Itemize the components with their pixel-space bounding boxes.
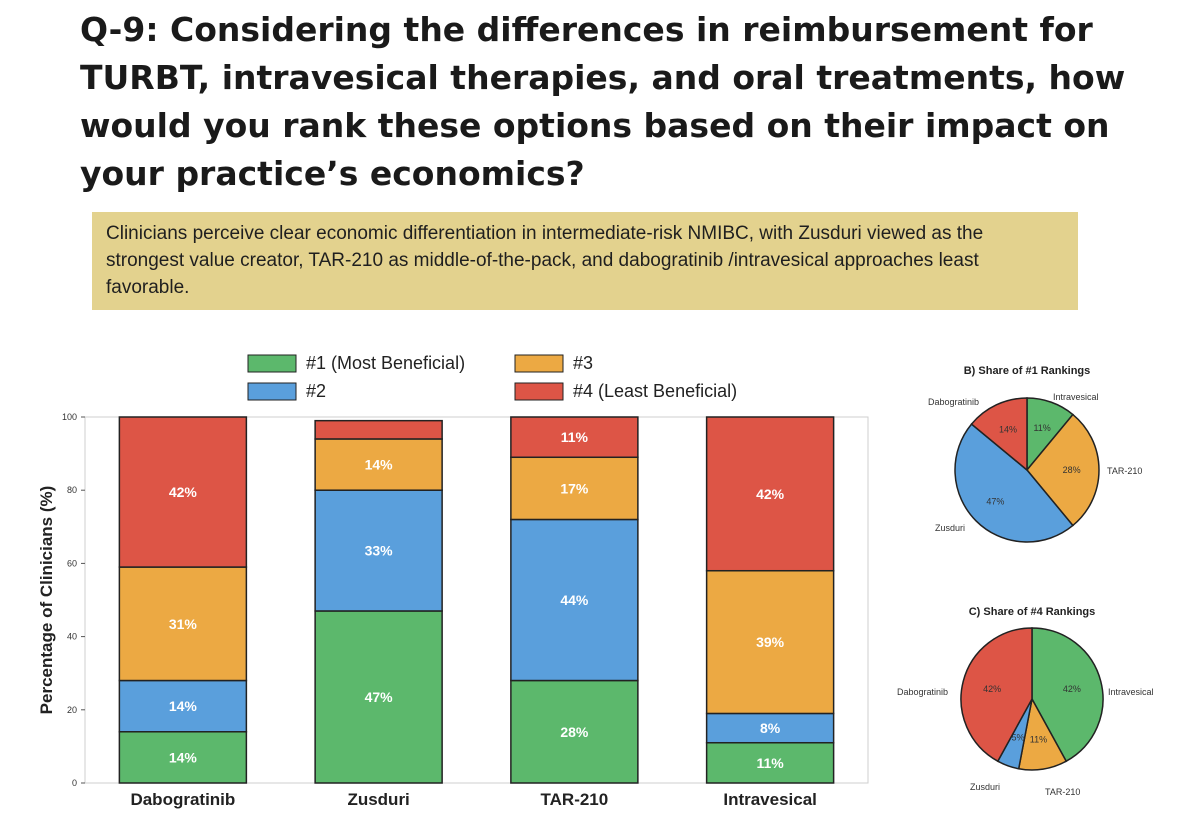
pie-b-pct-dabogratinib: 14% <box>999 425 1017 435</box>
y-tick-label-0: 0 <box>72 778 77 788</box>
pie-b-label-zusduri: Zusduri <box>935 523 965 533</box>
bar-tar-210-rank4 <box>510 416 639 459</box>
bar-label-dabogratinib-rank2: 14% <box>169 698 198 714</box>
bar-label-zusduri-rank1: 47% <box>365 689 394 705</box>
bar-label-intravesical-rank4: 42% <box>756 486 785 502</box>
pie-b-slice-zusduri <box>954 423 1074 543</box>
legend-swatch-4 <box>514 382 564 401</box>
bar-intravesical-rank3 <box>705 569 835 715</box>
legend-label-1: #1 (Most Beneficial) <box>306 353 465 373</box>
bar-label-tar-210-rank3: 17% <box>560 480 589 496</box>
y-axis-label: Percentage of Clinicians (%) <box>37 486 56 715</box>
y-tick-label-80: 80 <box>67 485 77 495</box>
question-title: Q-9: Considering the differences in reim… <box>80 10 1126 193</box>
bar-tar-210-rank1 <box>510 679 639 784</box>
pie-chart-rank1: B) Share of #1 Rankings 11% Intravesical 28… <box>928 365 1142 543</box>
pie-c-label-zusduri: Zusduri <box>970 782 1000 792</box>
pie-c-pct-dabogratinib: 42% <box>983 684 1001 694</box>
y-tick-label-100: 100 <box>62 412 77 422</box>
legend-swatch-1 <box>247 354 297 373</box>
pie-b-slice-dabogratinib <box>970 397 1028 472</box>
bar-intravesical-rank1 <box>705 741 835 784</box>
bar-zusduri-rank1 <box>314 610 443 784</box>
pie-c-slice-intravesical <box>1031 627 1104 763</box>
pie-b-title: B) Share of #1 Rankings <box>964 365 1091 377</box>
x-tick-label-dabogratinib: Dabogratinib <box>130 790 235 809</box>
bar-zusduri-rank3 <box>314 438 443 491</box>
pie-b-label-tar-210: TAR-210 <box>1107 466 1142 476</box>
bar-intravesical-rank4 <box>705 416 835 572</box>
bar-tar-210-rank3 <box>510 456 639 521</box>
legend-label-3: #3 <box>573 353 593 373</box>
bar-tar-210-rank2 <box>510 518 639 682</box>
pie-c-label-dabogratinib: Dabogratinib <box>897 687 948 697</box>
x-tick-label-zusduri: Zusduri <box>347 790 409 809</box>
x-tick-label-tar-210: TAR-210 <box>541 790 609 809</box>
pie-b-slice-tar-210 <box>1026 413 1100 527</box>
pie-b-pct-zusduri: 47% <box>986 497 1004 507</box>
bar-dabogratinib-rank4 <box>118 416 248 568</box>
pie-b-pct-tar-210: 28% <box>1063 465 1081 475</box>
legend-swatch-3 <box>514 354 564 373</box>
pie-c-pct-zusduri: 5% <box>1012 733 1025 743</box>
bar-zusduri-rank4 <box>314 419 443 440</box>
bar-label-zusduri-rank2: 33% <box>365 543 394 559</box>
y-tick-label-20: 20 <box>67 705 77 715</box>
legend-label-4: #4 (Least Beneficial) <box>573 381 737 401</box>
pie-c-label-intravesical: Intravesical <box>1108 687 1154 697</box>
pie-b-pct-intravesical: 11% <box>1033 423 1050 433</box>
y-tick-label-60: 60 <box>67 558 77 568</box>
bar-label-tar-210-rank4: 11% <box>561 429 589 445</box>
pie-b-label-intravesical: Intravesical <box>1053 392 1099 402</box>
bar-dabogratinib-rank2 <box>118 679 248 733</box>
pie-c-pct-intravesical: 42% <box>1063 684 1081 694</box>
bar-label-tar-210-rank2: 44% <box>560 592 589 608</box>
bar-label-intravesical-rank3: 39% <box>756 634 785 650</box>
pie-chart-rank4: C) Share of #4 Rankings 42% Intravesical 11… <box>897 606 1154 797</box>
pie-c-title: C) Share of #4 Rankings <box>969 606 1096 618</box>
bar-dabogratinib-rank3 <box>118 566 248 682</box>
plot-frame <box>84 416 869 784</box>
insight-callout: Clinicians perceive clear economic diffe… <box>92 212 1078 310</box>
bar-label-dabogratinib-rank1: 14% <box>169 749 198 765</box>
bar-label-dabogratinib-rank4: 42% <box>169 484 198 500</box>
bar-label-tar-210-rank1: 28% <box>560 724 589 740</box>
x-tick-label-intravesical: Intravesical <box>723 790 817 809</box>
pie-c-pct-tar-210: 11% <box>1030 735 1047 745</box>
bar-zusduri-rank2 <box>314 489 443 612</box>
legend-label-2: #2 <box>306 381 326 401</box>
bar-label-intravesical-rank2: 8% <box>760 720 781 736</box>
y-tick-label-40: 40 <box>67 632 77 642</box>
bar-label-intravesical-rank1: 11% <box>757 755 785 771</box>
pie-c-slice-dabogratinib <box>960 627 1033 763</box>
legend-swatch-2 <box>247 382 297 401</box>
bar-label-dabogratinib-rank3: 31% <box>169 616 198 632</box>
pie-c-label-tar-210: TAR-210 <box>1045 787 1080 797</box>
pie-b-label-dabogratinib: Dabogratinib <box>928 397 979 407</box>
bar-label-zusduri-rank3: 14% <box>365 457 394 473</box>
stacked-bar-chart: #1 (Most Beneficial) #2 #3 #4 (Least Benefi… <box>37 353 869 809</box>
